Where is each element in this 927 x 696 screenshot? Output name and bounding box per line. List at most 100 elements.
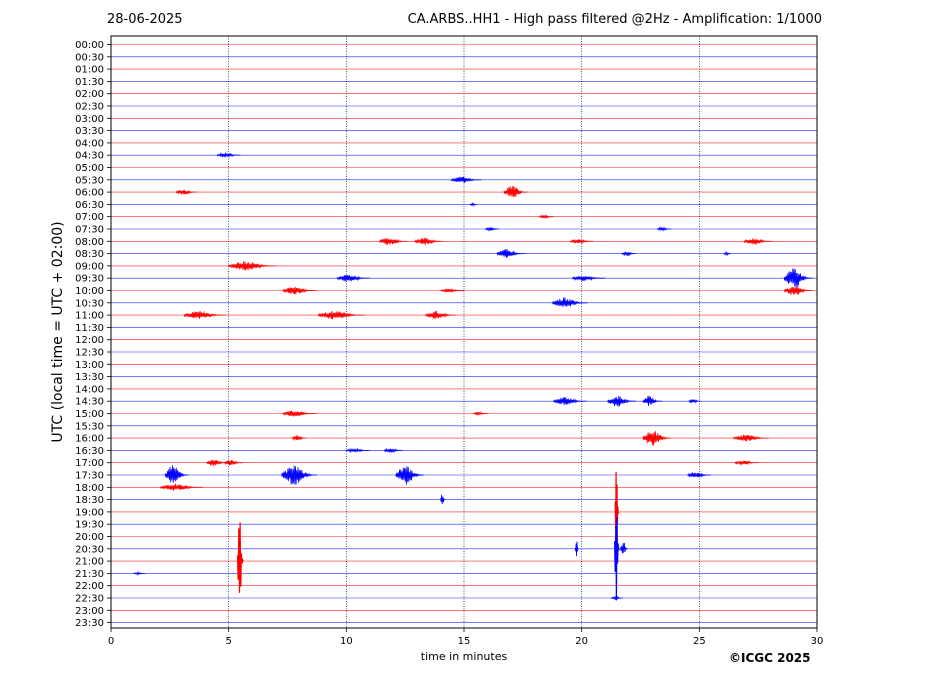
seismic-event-mark — [614, 471, 620, 555]
y-tick-label: 15:30 — [75, 421, 104, 432]
y-tick-label: 18:30 — [75, 495, 104, 506]
seismic-event-mark — [346, 447, 370, 454]
seismic-event-mark — [228, 261, 276, 271]
y-tick-label: 09:30 — [75, 274, 104, 285]
seismic-event-mark — [656, 226, 672, 232]
y-tick-label: 04:30 — [75, 151, 104, 162]
x-tick-label: 20 — [575, 636, 588, 647]
seismic-event-mark — [503, 186, 528, 198]
seismic-event-mark — [395, 466, 425, 485]
y-tick-label: 23:30 — [75, 618, 104, 629]
seismic-event-mark — [553, 397, 587, 405]
seismic-event-mark — [614, 516, 620, 601]
y-tick-label: 02:30 — [75, 102, 104, 113]
seismic-event-mark — [723, 251, 732, 257]
grid-layer — [228, 36, 700, 628]
seismic-event-mark — [450, 176, 482, 184]
seismic-event-mark — [440, 287, 464, 294]
y-tick-label: 07:30 — [75, 225, 104, 236]
seismic-event-mark — [469, 202, 477, 208]
x-axis-label: time in minutes — [421, 650, 508, 663]
y-tick-label: 12:00 — [75, 335, 104, 346]
y-tick-label: 09:00 — [75, 261, 104, 272]
seismic-event-mark — [642, 431, 672, 446]
y-tick-label: 21:30 — [75, 569, 104, 580]
y-tick-label: 08:00 — [75, 237, 104, 248]
y-tick-label: 07:00 — [75, 212, 104, 223]
seismic-event-mark — [551, 297, 588, 307]
seismic-event-mark — [743, 238, 773, 245]
y-tick-label: 12:30 — [75, 348, 104, 359]
seismic-event-mark — [733, 434, 769, 442]
seismic-event-mark — [378, 238, 408, 245]
seismic-event-mark — [383, 447, 403, 453]
y-tick-label: 03:30 — [75, 126, 104, 137]
y-tick-label: 00:30 — [75, 52, 104, 63]
seismic-event-mark — [317, 310, 366, 320]
seismic-event-mark — [424, 310, 456, 320]
seismic-event-mark — [620, 542, 628, 554]
seismic-event-mark — [610, 595, 623, 601]
seismic-event-mark — [484, 226, 500, 232]
seismic-event-mark — [496, 249, 526, 258]
y-tick-label: 13:00 — [75, 360, 104, 371]
seismic-event-mark — [160, 483, 203, 491]
y-tick-label: 05:30 — [75, 175, 104, 186]
seismic-event-mark — [183, 311, 227, 319]
seismic-event-mark — [164, 465, 189, 483]
seismic-event-mark — [291, 435, 307, 442]
y-tick-label: 23:00 — [75, 606, 104, 617]
y-tick-label: 06:30 — [75, 200, 104, 211]
copyright-text: ©ICGC 2025 — [729, 651, 811, 665]
y-tick-label: 16:30 — [75, 446, 104, 457]
y-tick-label: 05:00 — [75, 163, 104, 174]
seismic-event-mark — [688, 399, 701, 404]
seismic-event-mark — [440, 494, 446, 505]
y-tick-label: 20:30 — [75, 544, 104, 555]
y-tick-label: 17:30 — [75, 471, 104, 482]
seismic-event-mark — [783, 268, 813, 288]
seismic-event-mark — [282, 410, 316, 417]
y-axis-label: UTC (local time = UTC + 02:00) — [50, 221, 66, 442]
y-tick-label: 19:30 — [75, 520, 104, 531]
seismic-event-mark — [621, 251, 636, 257]
seismic-event-mark — [642, 395, 662, 407]
y-tick-label: 00:00 — [75, 40, 104, 51]
chart-title: CA.ARBS..HH1 - High pass filtered @2Hz -… — [407, 12, 822, 27]
y-tick-label: 06:00 — [75, 188, 104, 199]
y-tick-label: 16:00 — [75, 434, 104, 445]
y-tick-label: 18:00 — [75, 483, 104, 494]
x-tick-label: 15 — [458, 636, 471, 647]
seismic-event-mark — [414, 237, 443, 245]
y-tick-label: 11:00 — [75, 311, 104, 322]
plot-frame — [110, 35, 818, 629]
y-tick-label: 04:00 — [75, 138, 104, 149]
seismic-event-mark — [175, 189, 197, 195]
y-tick-label: 01:30 — [75, 77, 104, 88]
header-date: 28-06-2025 — [107, 12, 183, 27]
y-tick-label: 20:00 — [75, 532, 104, 543]
y-tick-label: 01:00 — [75, 65, 104, 76]
seismic-event-mark — [607, 395, 636, 407]
seismic-event-mark — [133, 571, 146, 576]
y-tick-label: 02:00 — [75, 89, 104, 100]
seismic-event-mark — [783, 286, 813, 295]
x-tick-label: 10 — [340, 636, 353, 647]
x-tick-label: 5 — [225, 636, 231, 647]
seismic-event-mark — [223, 460, 243, 466]
y-tick-label: 19:00 — [75, 507, 104, 518]
x-tick-label: 0 — [108, 636, 114, 647]
seismic-event-mark — [734, 460, 759, 466]
y-tick-label: 21:00 — [75, 557, 104, 568]
y-tick-label: 14:00 — [75, 384, 104, 395]
seismic-event-mark — [574, 541, 579, 557]
y-tick-label: 03:00 — [75, 114, 104, 125]
y-tick-label: 22:30 — [75, 594, 104, 605]
seismic-event-mark — [571, 275, 606, 282]
seismic-event-mark — [282, 286, 316, 295]
y-tick-label: 11:30 — [75, 323, 104, 334]
seismic-event-mark — [538, 214, 554, 220]
y-tick-label: 10:00 — [75, 286, 104, 297]
